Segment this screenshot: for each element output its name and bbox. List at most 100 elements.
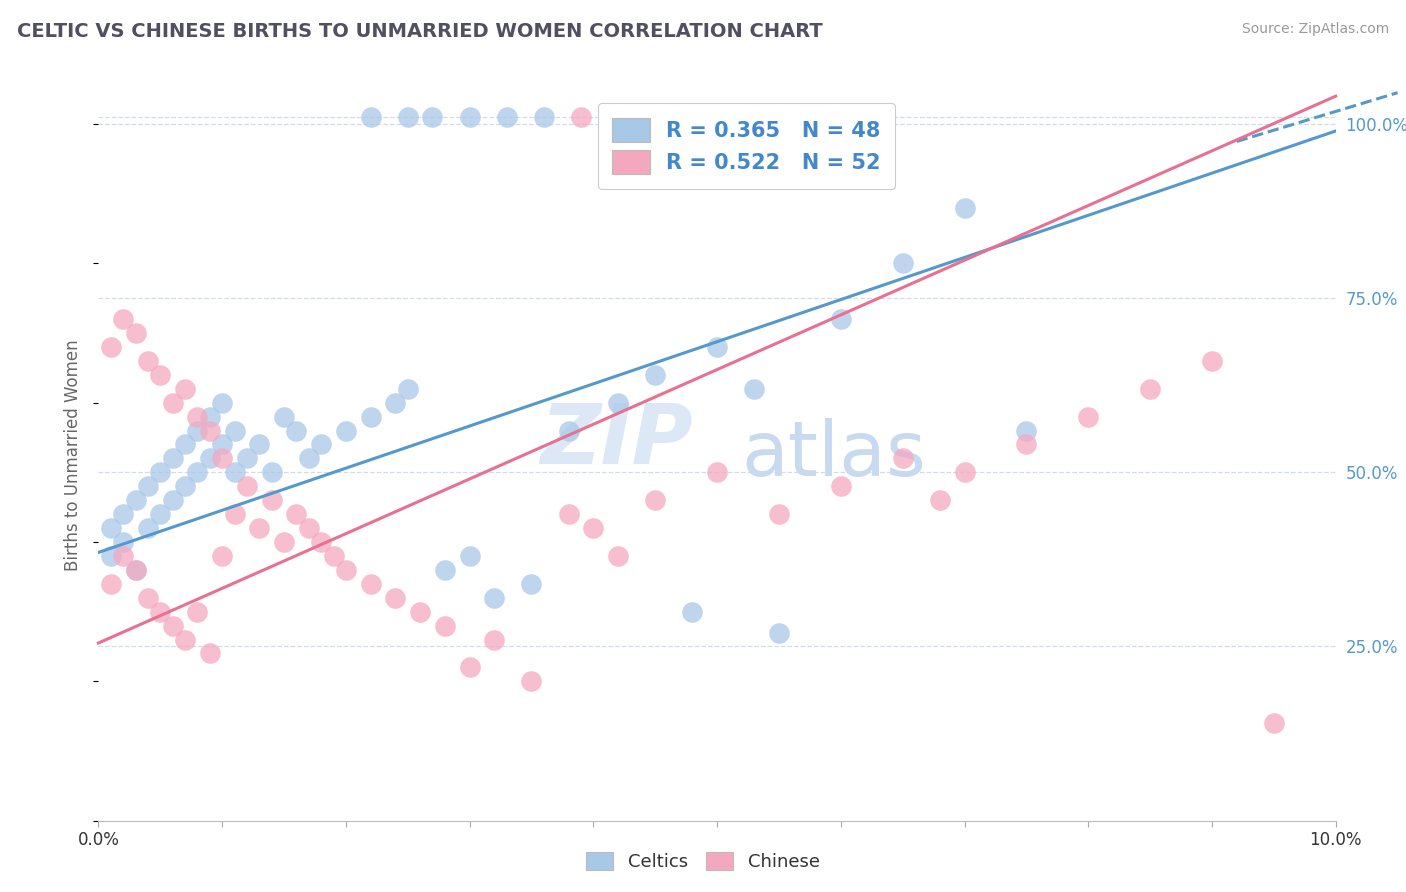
Point [136, 479, 159, 493]
Point [211, 549, 233, 563]
Point [458, 549, 481, 563]
Point [607, 549, 630, 563]
Point [100, 549, 122, 563]
Point [124, 493, 146, 508]
Point [136, 591, 159, 605]
Point [124, 326, 146, 340]
Point [360, 110, 382, 124]
Point [396, 110, 419, 124]
Point [174, 479, 197, 493]
Point [224, 507, 246, 521]
Point [557, 424, 579, 438]
Point [533, 110, 555, 124]
Point [768, 507, 790, 521]
Point [830, 479, 852, 493]
Point [100, 576, 122, 591]
Point [298, 451, 321, 466]
Point [162, 395, 184, 409]
Point [768, 625, 790, 640]
Point [953, 466, 976, 480]
Point [211, 437, 233, 451]
Point [458, 660, 481, 674]
Point [260, 493, 283, 508]
Point [607, 395, 630, 409]
Point [569, 110, 592, 124]
Point [322, 549, 344, 563]
Point [186, 466, 208, 480]
Point [260, 466, 283, 480]
Point [112, 507, 135, 521]
Point [742, 382, 765, 396]
Point [162, 493, 184, 508]
Point [433, 563, 456, 577]
Point [224, 424, 246, 438]
Legend: Celtics, Chinese: Celtics, Chinese [579, 845, 827, 879]
Point [706, 466, 728, 480]
Point [211, 395, 233, 409]
Y-axis label: Births to Unmarried Women: Births to Unmarried Women [65, 339, 83, 571]
Point [186, 424, 208, 438]
Point [644, 368, 666, 382]
Point [198, 451, 221, 466]
Point [1015, 424, 1038, 438]
Point [360, 576, 382, 591]
Point [1015, 437, 1038, 451]
Text: Source: ZipAtlas.com: Source: ZipAtlas.com [1241, 22, 1389, 37]
Point [384, 395, 406, 409]
Legend: R = 0.365   N = 48, R = 0.522   N = 52: R = 0.365 N = 48, R = 0.522 N = 52 [598, 103, 896, 189]
Point [582, 521, 605, 535]
Text: ZIP: ZIP [540, 400, 692, 481]
Point [186, 605, 208, 619]
Point [198, 424, 221, 438]
Point [298, 521, 321, 535]
Text: atlas: atlas [742, 418, 927, 491]
Point [335, 424, 357, 438]
Point [285, 507, 308, 521]
Point [1263, 716, 1285, 731]
Point [495, 110, 517, 124]
Point [174, 382, 197, 396]
Point [309, 437, 332, 451]
Point [384, 591, 406, 605]
Point [149, 605, 172, 619]
Point [149, 368, 172, 382]
Point [706, 340, 728, 354]
Point [124, 563, 146, 577]
Point [273, 409, 295, 424]
Point [657, 110, 679, 124]
Point [693, 110, 716, 124]
Point [1077, 409, 1099, 424]
Point [273, 535, 295, 549]
Point [112, 312, 135, 326]
Point [198, 409, 221, 424]
Point [409, 605, 432, 619]
Point [891, 256, 914, 270]
Point [830, 312, 852, 326]
Point [928, 493, 950, 508]
Point [174, 632, 197, 647]
Point [198, 647, 221, 661]
Point [458, 110, 481, 124]
Point [162, 618, 184, 632]
Point [681, 605, 703, 619]
Point [100, 521, 122, 535]
Text: CELTIC VS CHINESE BIRTHS TO UNMARRIED WOMEN CORRELATION CHART: CELTIC VS CHINESE BIRTHS TO UNMARRIED WO… [17, 22, 823, 41]
Point [136, 354, 159, 368]
Point [236, 479, 259, 493]
Point [285, 424, 308, 438]
Point [1201, 354, 1223, 368]
Point [211, 451, 233, 466]
Point [247, 437, 270, 451]
Point [100, 340, 122, 354]
Point [186, 409, 208, 424]
Point [607, 110, 630, 124]
Point [360, 409, 382, 424]
Point [162, 451, 184, 466]
Point [309, 535, 332, 549]
Point [644, 493, 666, 508]
Point [396, 382, 419, 396]
Point [433, 618, 456, 632]
Point [953, 201, 976, 215]
Point [422, 110, 444, 124]
Point [236, 451, 259, 466]
